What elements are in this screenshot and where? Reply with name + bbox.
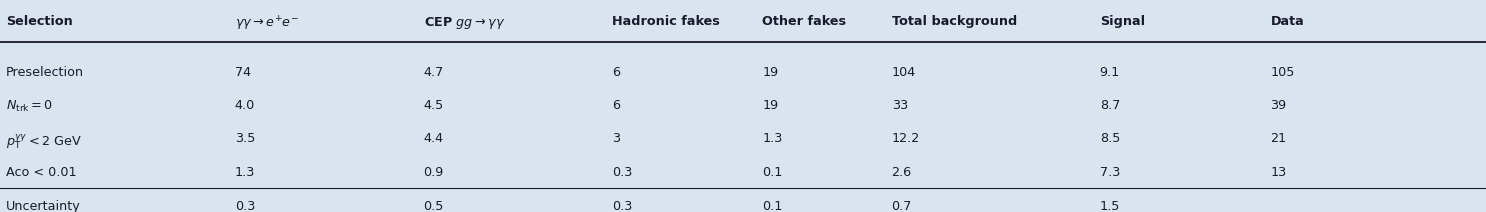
Text: 2.6: 2.6	[892, 166, 912, 179]
Text: 21: 21	[1271, 132, 1287, 145]
Text: Signal: Signal	[1100, 15, 1144, 28]
Text: CEP $gg \to \gamma\gamma$: CEP $gg \to \gamma\gamma$	[424, 15, 505, 31]
Text: 13: 13	[1271, 166, 1287, 179]
Text: 8.7: 8.7	[1100, 99, 1120, 112]
Text: 1.3: 1.3	[762, 132, 783, 145]
Text: 12.2: 12.2	[892, 132, 920, 145]
Text: 104: 104	[892, 66, 915, 79]
Text: 0.3: 0.3	[612, 166, 633, 179]
Text: 0.5: 0.5	[424, 200, 444, 212]
Text: 0.7: 0.7	[892, 200, 912, 212]
Text: Other fakes: Other fakes	[762, 15, 847, 28]
Text: 0.3: 0.3	[235, 200, 256, 212]
Text: $N_{\rm trk}=0$: $N_{\rm trk}=0$	[6, 99, 53, 114]
Text: 6: 6	[612, 66, 620, 79]
Text: 1.3: 1.3	[235, 166, 256, 179]
Text: 0.1: 0.1	[762, 200, 783, 212]
Text: 74: 74	[235, 66, 251, 79]
Text: Uncertainty: Uncertainty	[6, 200, 80, 212]
Text: Total background: Total background	[892, 15, 1016, 28]
Text: 8.5: 8.5	[1100, 132, 1120, 145]
Text: 4.7: 4.7	[424, 66, 444, 79]
Text: 9.1: 9.1	[1100, 66, 1120, 79]
Text: 3: 3	[612, 132, 620, 145]
Text: Hadronic fakes: Hadronic fakes	[612, 15, 721, 28]
Text: Aco < 0.01: Aco < 0.01	[6, 166, 77, 179]
Text: 3.5: 3.5	[235, 132, 256, 145]
Text: 0.3: 0.3	[612, 200, 633, 212]
Text: 4.0: 4.0	[235, 99, 256, 112]
Text: 19: 19	[762, 66, 779, 79]
Text: $\gamma\gamma \to e^{+}e^{-}$: $\gamma\gamma \to e^{+}e^{-}$	[235, 15, 299, 33]
Text: 0.1: 0.1	[762, 166, 783, 179]
Text: 39: 39	[1271, 99, 1287, 112]
Text: 6: 6	[612, 99, 620, 112]
Text: Selection: Selection	[6, 15, 73, 28]
Text: 19: 19	[762, 99, 779, 112]
Text: 105: 105	[1271, 66, 1294, 79]
Text: 7.3: 7.3	[1100, 166, 1120, 179]
Text: 4.4: 4.4	[424, 132, 444, 145]
Text: $p_{\rm T}^{\gamma\gamma}<2\ {\rm GeV}$: $p_{\rm T}^{\gamma\gamma}<2\ {\rm GeV}$	[6, 132, 82, 152]
Text: 4.5: 4.5	[424, 99, 444, 112]
Text: 33: 33	[892, 99, 908, 112]
Text: Data: Data	[1271, 15, 1305, 28]
Text: 1.5: 1.5	[1100, 200, 1120, 212]
Text: 0.9: 0.9	[424, 166, 444, 179]
Text: Preselection: Preselection	[6, 66, 85, 79]
